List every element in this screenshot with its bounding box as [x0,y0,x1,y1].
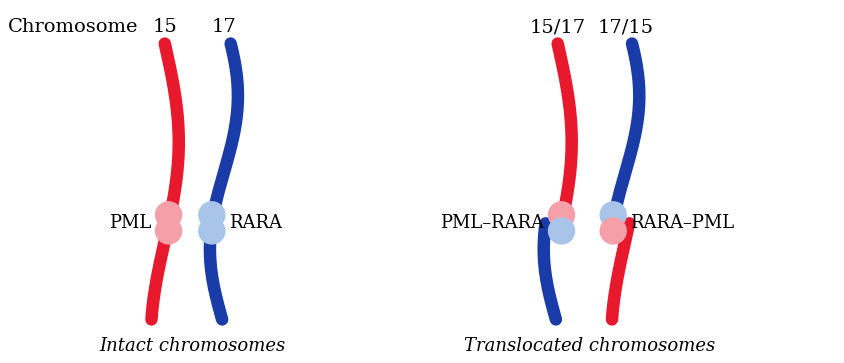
Circle shape [548,218,574,244]
Text: 17/15: 17/15 [597,18,652,36]
Circle shape [599,218,625,244]
Text: PML–RARA: PML–RARA [440,214,544,232]
Text: Translocated chromosomes: Translocated chromosomes [463,337,715,355]
Circle shape [198,218,225,244]
Text: RARA–PML: RARA–PML [630,214,733,232]
Text: RARA: RARA [229,214,282,232]
Text: 15/17: 15/17 [529,18,585,36]
Text: Chromosome: Chromosome [8,18,138,36]
Text: 15: 15 [152,18,177,36]
Text: 17: 17 [211,18,236,36]
Circle shape [548,202,574,228]
Circle shape [155,218,181,244]
Text: Intact chromosomes: Intact chromosomes [100,337,285,355]
Text: PML: PML [109,214,151,232]
Circle shape [155,202,181,228]
Circle shape [198,202,225,228]
Circle shape [599,202,625,228]
